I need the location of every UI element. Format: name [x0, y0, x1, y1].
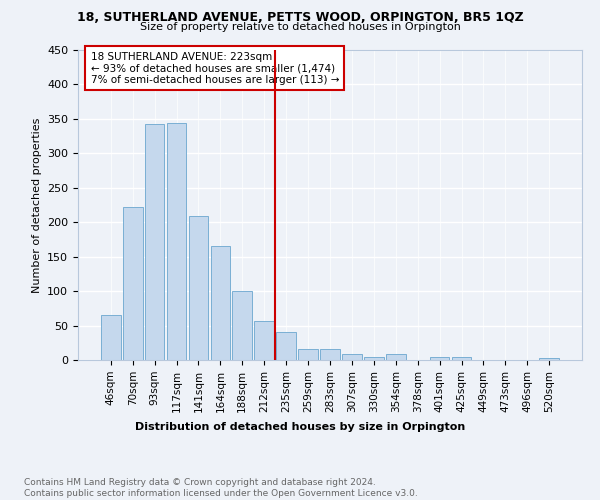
Text: 18, SUTHERLAND AVENUE, PETTS WOOD, ORPINGTON, BR5 1QZ: 18, SUTHERLAND AVENUE, PETTS WOOD, ORPIN…	[77, 11, 523, 24]
Bar	[539, 358, 559, 360]
Bar	[342, 354, 362, 360]
Bar	[276, 332, 296, 360]
Bar	[320, 349, 340, 360]
Bar	[145, 124, 164, 360]
Bar	[123, 207, 143, 360]
Bar	[167, 123, 187, 360]
Bar	[101, 315, 121, 360]
Bar	[188, 216, 208, 360]
Bar	[430, 356, 449, 360]
Bar	[452, 356, 472, 360]
Bar	[364, 356, 384, 360]
Text: Distribution of detached houses by size in Orpington: Distribution of detached houses by size …	[135, 422, 465, 432]
Bar	[232, 291, 252, 360]
Y-axis label: Number of detached properties: Number of detached properties	[32, 118, 41, 292]
Bar	[386, 354, 406, 360]
Text: Contains HM Land Registry data © Crown copyright and database right 2024.
Contai: Contains HM Land Registry data © Crown c…	[24, 478, 418, 498]
Bar	[254, 322, 274, 360]
Text: 18 SUTHERLAND AVENUE: 223sqm
← 93% of detached houses are smaller (1,474)
7% of : 18 SUTHERLAND AVENUE: 223sqm ← 93% of de…	[91, 52, 339, 84]
Bar	[298, 349, 318, 360]
Text: Size of property relative to detached houses in Orpington: Size of property relative to detached ho…	[140, 22, 460, 32]
Bar	[211, 246, 230, 360]
